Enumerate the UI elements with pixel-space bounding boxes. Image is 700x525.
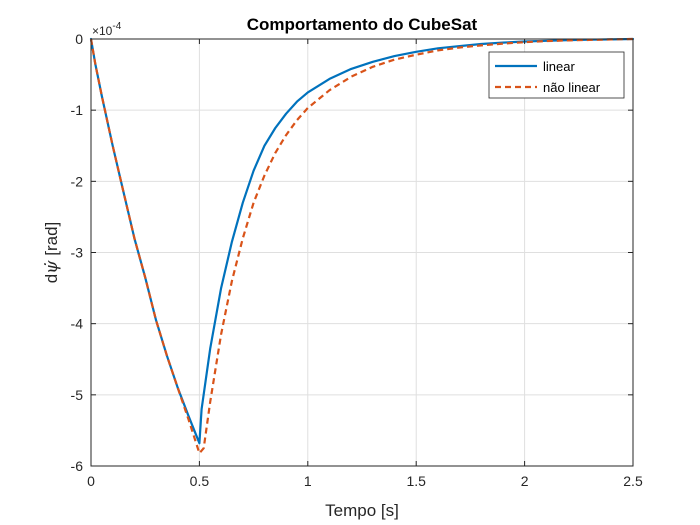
- y-tick-label: -5: [71, 387, 84, 403]
- x-tick-label: 2.5: [623, 473, 643, 489]
- x-axis-label: Tempo [s]: [325, 501, 399, 520]
- y-axis-label-suffix: [rad]: [42, 222, 61, 261]
- y-tick-label: 0: [75, 31, 83, 47]
- y-axis-exponent-base: ×10: [92, 24, 113, 38]
- y-tick-label: -4: [71, 316, 84, 332]
- ticks: [90, 38, 634, 467]
- legend-box: [488, 51, 625, 99]
- x-tick-label: 1: [304, 473, 312, 489]
- x-tick-label: 1.5: [406, 473, 426, 489]
- y-axis-label: dψ̇ [rad]: [42, 222, 62, 284]
- legend: linear não linear: [488, 51, 625, 99]
- legend-entry-linear: linear: [543, 59, 575, 74]
- y-tick-label: -2: [71, 173, 84, 189]
- y-tick-label: -1: [71, 102, 84, 118]
- x-tick-label: 0: [87, 473, 95, 489]
- legend-entry-nao-linear: não linear: [543, 80, 601, 95]
- y-axis-label-symbol: ψ̇: [42, 260, 62, 274]
- y-tick-label: -3: [71, 245, 84, 261]
- y-axis-exponent-power: -4: [112, 21, 121, 32]
- y-tick-label: -6: [71, 458, 84, 474]
- y-axis-exponent: ×10-4: [92, 21, 122, 38]
- y-axis-label-prefix: d: [42, 274, 61, 283]
- x-tick-label: 0.5: [190, 473, 210, 489]
- series-line-nao-linear: [89, 37, 634, 455]
- series-layer: [89, 37, 635, 455]
- tick-labels: 0 0.5 1 1.5 2 2.5 0 -1 -2 -3 -4 -5 -6: [71, 31, 643, 489]
- x-tick-label: 2: [521, 473, 529, 489]
- chart-title: Comportamento do CubeSat: [247, 15, 478, 34]
